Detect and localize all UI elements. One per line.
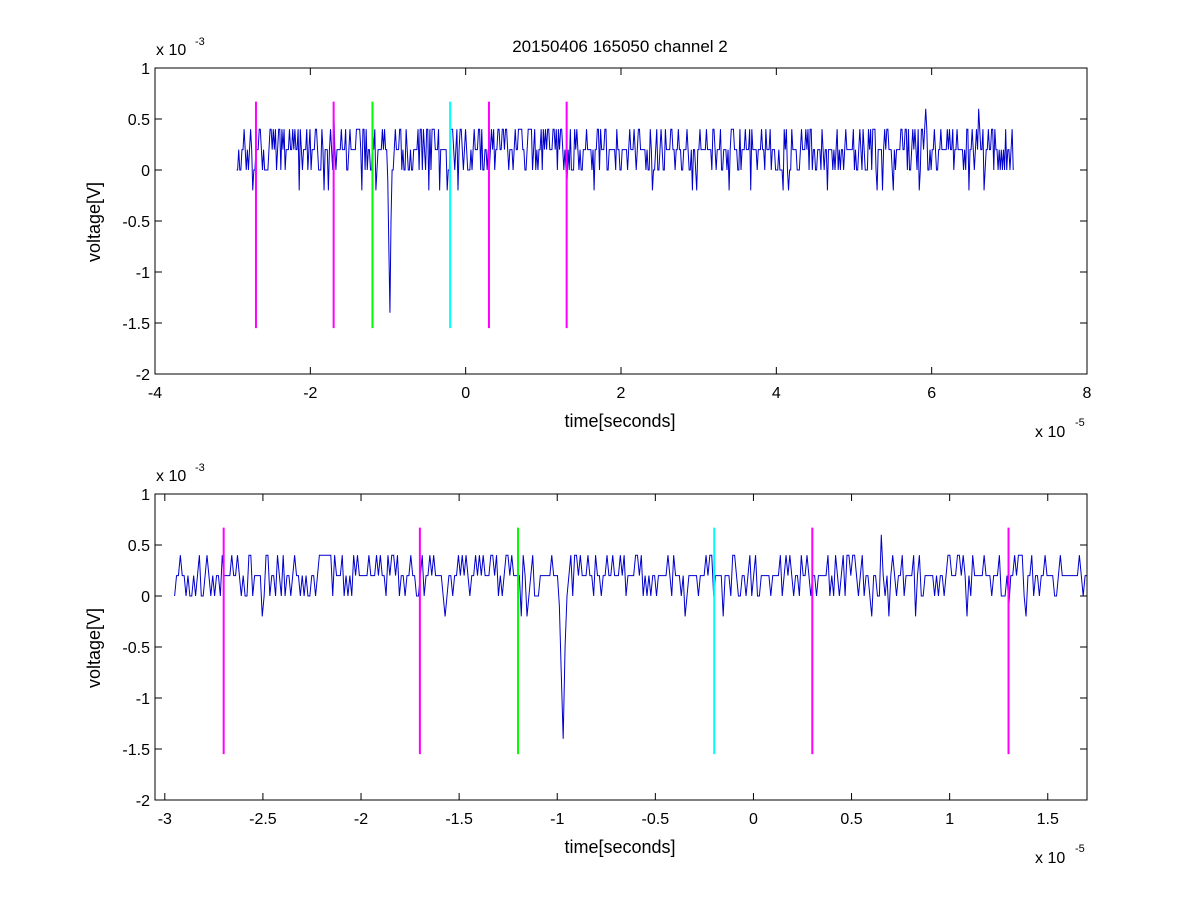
bottom-x-axis-label: time[seconds] bbox=[564, 837, 675, 857]
top-x-tick-label: -2 bbox=[303, 385, 317, 402]
bottom-x-tick-label: -3 bbox=[158, 811, 172, 828]
top-plot-area: -4 -2 0 2 4 6 8-2-1.5-1-0.500.51 bbox=[122, 61, 1091, 402]
top-x-tick-label: -4 bbox=[148, 385, 162, 402]
bottom-y-tick-label: 0.5 bbox=[128, 538, 150, 555]
top-subplot: 20150406 165050 channel 2 x 10 -3 x 10 -… bbox=[84, 36, 1092, 441]
top-signal-group bbox=[236, 101, 1014, 329]
bottom-y-exponent: x 10 -3 bbox=[156, 462, 205, 485]
top-x-exponent: x 10 -5 bbox=[1035, 417, 1085, 441]
top-y-tick-label: 1 bbox=[141, 61, 150, 78]
bottom-y-axis-label: voltage[V] bbox=[84, 608, 104, 688]
bottom-y-tick-label: 0 bbox=[141, 589, 150, 606]
top-y-tick-label: 0 bbox=[141, 163, 150, 180]
bottom-plot-area: -3 -2.5 -2 -1.5 -1 -0.5 0 0.5 1 1.5 -2 -1.5 -1 -0.5 0 0… bbox=[122, 487, 1088, 828]
top-y-exponent-power: -3 bbox=[195, 36, 205, 48]
top-x-tick-label: 0 bbox=[461, 385, 470, 402]
chart-title: 20150406 165050 channel 2 bbox=[512, 37, 728, 56]
bottom-signal-group bbox=[174, 527, 1087, 755]
bottom-signal-line bbox=[174, 534, 1087, 739]
top-y-tick-label: -1.5 bbox=[122, 316, 150, 333]
bottom-x-tick-label: -0.5 bbox=[642, 811, 670, 828]
top-x-exponent-power: -5 bbox=[1075, 417, 1085, 429]
top-x-tick-label: 8 bbox=[1083, 385, 1092, 402]
bottom-x-tick-label: -1 bbox=[550, 811, 564, 828]
bottom-x-tick-label: 0.5 bbox=[840, 811, 862, 828]
top-x-tick-label: 2 bbox=[617, 385, 626, 402]
top-y-axis-label: voltage[V] bbox=[84, 182, 104, 262]
top-y-tick-label: 0.5 bbox=[128, 112, 150, 129]
bottom-x-tick-label: 1 bbox=[945, 811, 954, 828]
top-x-tick-label: 4 bbox=[772, 385, 781, 402]
top-y-tick-label: -2 bbox=[136, 367, 150, 384]
bottom-y-tick-label: -0.5 bbox=[122, 640, 150, 657]
top-x-tick-label: 6 bbox=[927, 385, 936, 402]
bottom-x-tick-label: 0 bbox=[749, 811, 758, 828]
bottom-x-tick-label: -2.5 bbox=[249, 811, 277, 828]
top-y-exponent: x 10 -3 bbox=[156, 36, 205, 59]
top-signal-line bbox=[236, 108, 1014, 313]
bottom-x-tick-label: -2 bbox=[354, 811, 368, 828]
bottom-y-tick-label: -1.5 bbox=[122, 742, 150, 759]
bottom-y-tick-label: -2 bbox=[136, 793, 150, 810]
top-x-exponent-base: x 10 bbox=[1035, 424, 1065, 441]
top-y-tick-label: -1 bbox=[136, 265, 150, 282]
bottom-x-tick-label: 1.5 bbox=[1037, 811, 1059, 828]
bottom-x-exponent: x 10 -5 bbox=[1035, 843, 1085, 867]
bottom-x-exponent-power: -5 bbox=[1075, 843, 1085, 855]
bottom-subplot: x 10 -3 x 10 -5 time[seconds] voltage[V]… bbox=[84, 462, 1088, 867]
top-y-tick-label: -0.5 bbox=[122, 214, 150, 231]
bottom-y-tick-label: 1 bbox=[141, 487, 150, 504]
bottom-x-exponent-base: x 10 bbox=[1035, 850, 1065, 867]
bottom-y-tick-label: -1 bbox=[136, 691, 150, 708]
bottom-y-exponent-power: -3 bbox=[195, 462, 205, 474]
bottom-y-exponent-base: x 10 bbox=[156, 468, 186, 485]
top-y-exponent-base: x 10 bbox=[156, 42, 186, 59]
top-x-axis-label: time[seconds] bbox=[564, 411, 675, 431]
bottom-x-tick-label: -1.5 bbox=[445, 811, 473, 828]
